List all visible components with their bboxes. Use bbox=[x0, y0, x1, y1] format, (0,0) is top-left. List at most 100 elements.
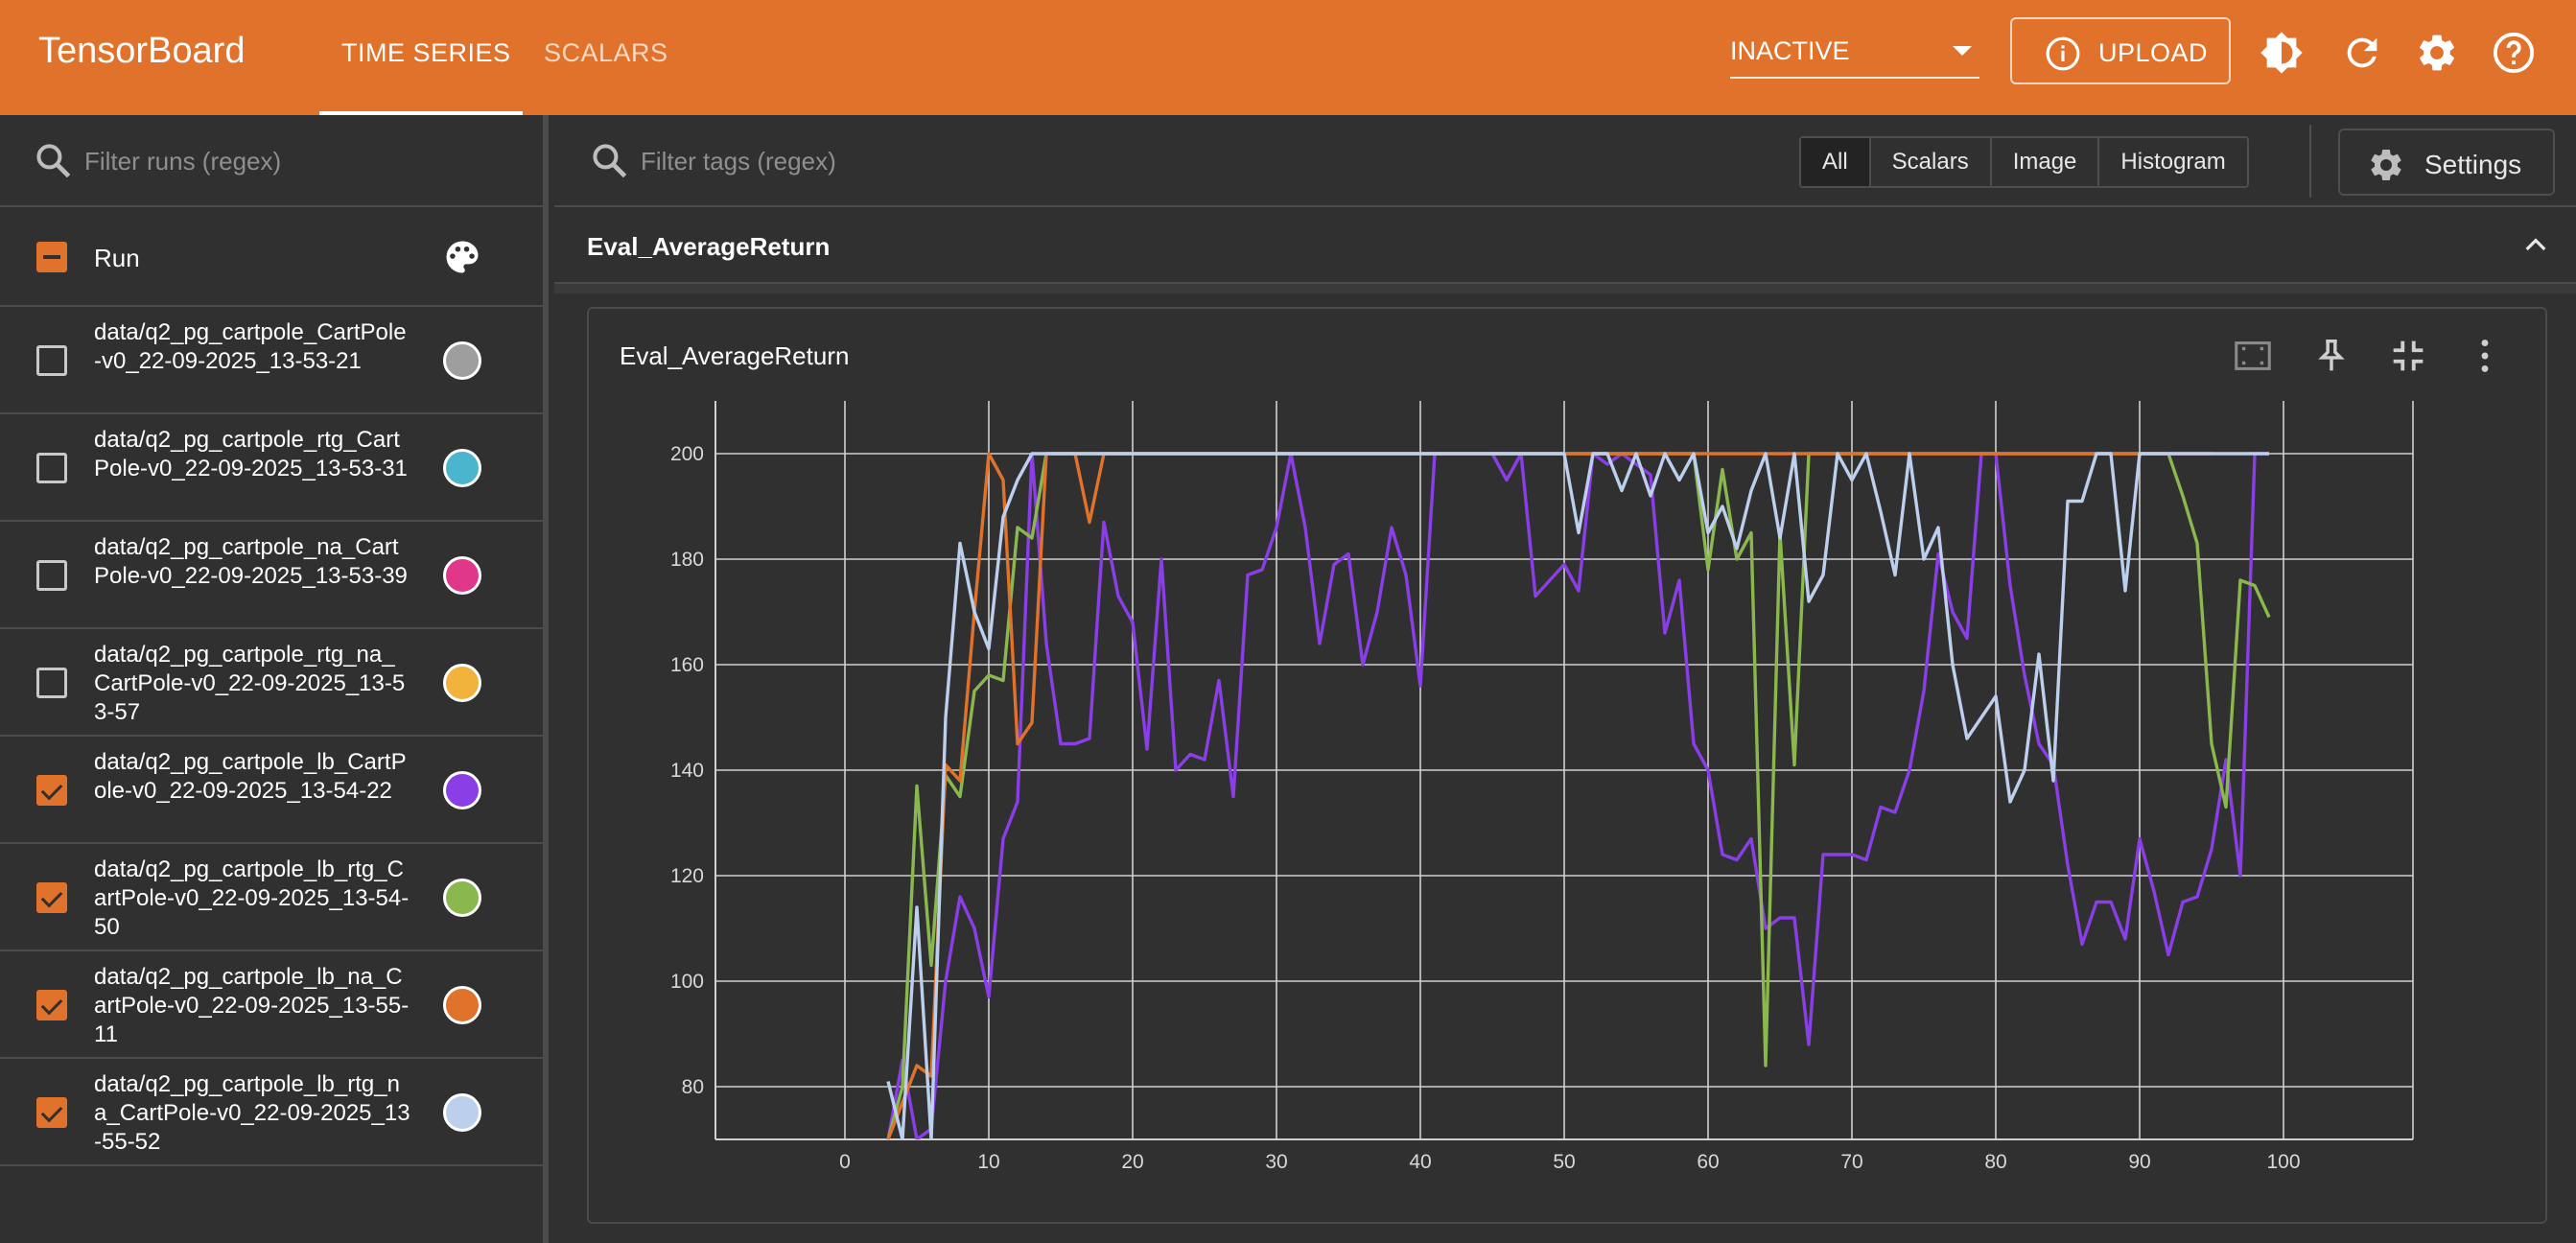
scalar-card: Eval_AverageReturn 0 10 20 30 40 50 60 70 80 90 10… bbox=[587, 307, 2547, 1224]
runs-filter bbox=[0, 115, 543, 207]
series-line-4 bbox=[886, 452, 2269, 1139]
plugin-type-filter: All Scalars Image Histogram bbox=[1799, 136, 2249, 188]
gear-icon bbox=[2371, 149, 2401, 180]
chevron-down-icon bbox=[1953, 46, 1972, 56]
runs-filter-input[interactable] bbox=[84, 138, 506, 184]
card-title: Eval_AverageReturn bbox=[620, 341, 850, 370]
active-tab-indicator bbox=[319, 111, 523, 115]
run-name: data/q2_pg_cartpole_rtg_na_CartPole-v0_2… bbox=[94, 642, 406, 725]
run-color-swatch[interactable] bbox=[443, 664, 481, 702]
run-color-swatch[interactable] bbox=[443, 879, 481, 917]
run-row[interactable]: data/q2_pg_cartpole_CartPole-v0_22-09-20… bbox=[0, 307, 543, 414]
upload-button[interactable]: UPLOAD bbox=[2010, 17, 2231, 84]
more-vert-icon[interactable] bbox=[2463, 334, 2507, 378]
fit-domain-icon[interactable] bbox=[2231, 334, 2275, 378]
app-title[interactable]: TensorBoard bbox=[38, 31, 246, 71]
settings-button[interactable]: Settings bbox=[2338, 129, 2555, 196]
run-name: data/q2_pg_cartpole_CartPole-v0_22-09-20… bbox=[94, 319, 407, 374]
x-tick-label: 80 bbox=[1984, 1151, 2006, 1173]
filter-all[interactable]: All bbox=[1801, 138, 1871, 186]
help-icon[interactable] bbox=[2492, 31, 2536, 75]
run-row[interactable]: data/q2_pg_cartpole_lb_CartPole-v0_22-09… bbox=[0, 737, 543, 844]
run-name: data/q2_pg_cartpole_lb_rtg_na_CartPole-v… bbox=[94, 1071, 410, 1155]
x-tick-label: 100 bbox=[2266, 1151, 2300, 1173]
top-app-bar: TensorBoard TIME SERIES SCALARS INACTIVE… bbox=[0, 0, 2576, 115]
run-row[interactable]: data/q2_pg_cartpole_lb_rtg_CartPole-v0_2… bbox=[0, 844, 543, 951]
y-tick-label: 140 bbox=[670, 760, 704, 782]
runs-list: data/q2_pg_cartpole_CartPole-v0_22-09-20… bbox=[0, 307, 543, 1166]
tags-toolbar: All Scalars Image Histogram Settings bbox=[554, 115, 2576, 207]
run-name: data/q2_pg_cartpole_lb_CartPole-v0_22-09… bbox=[94, 749, 407, 804]
palette-icon[interactable] bbox=[441, 236, 483, 278]
run-name: data/q2_pg_cartpole_lb_rtg_CartPole-v0_2… bbox=[94, 856, 410, 940]
run-checkbox[interactable] bbox=[36, 345, 67, 376]
tab-scalars[interactable]: SCALARS bbox=[544, 38, 668, 67]
run-row[interactable]: data/q2_pg_cartpole_rtg_CartPole-v0_22-0… bbox=[0, 414, 543, 522]
x-tick-label: 10 bbox=[977, 1151, 999, 1173]
run-color-swatch[interactable] bbox=[443, 449, 481, 487]
y-tick-label: 100 bbox=[670, 971, 704, 993]
series-line-2 bbox=[886, 452, 2271, 1139]
y-tick-label: 180 bbox=[670, 549, 704, 571]
main-panel: All Scalars Image Histogram Settings Eva… bbox=[554, 115, 2576, 1243]
run-row[interactable]: data/q2_pg_cartpole_lb_rtg_na_CartPole-v… bbox=[0, 1059, 543, 1166]
toolbar-divider bbox=[2309, 125, 2311, 198]
pin-icon[interactable] bbox=[2309, 334, 2354, 378]
run-checkbox[interactable] bbox=[36, 882, 67, 913]
plugin-select-value: INACTIVE bbox=[1730, 36, 1850, 65]
y-tick-label: 80 bbox=[682, 1076, 704, 1098]
x-tick-label: 40 bbox=[1409, 1151, 1431, 1173]
run-color-swatch[interactable] bbox=[443, 1093, 481, 1132]
series-line-1 bbox=[886, 452, 2269, 1139]
filter-histogram[interactable]: Histogram bbox=[2120, 149, 2226, 175]
select-all-checkbox[interactable] bbox=[36, 242, 67, 272]
gear-icon[interactable] bbox=[2415, 31, 2459, 75]
tag-group-header[interactable]: Eval_AverageReturn bbox=[554, 207, 2576, 284]
filter-image[interactable]: Image bbox=[1992, 138, 2100, 186]
run-checkbox[interactable] bbox=[36, 560, 67, 591]
upload-label: UPLOAD bbox=[2098, 38, 2209, 67]
collapse-icon[interactable] bbox=[2386, 334, 2430, 378]
chevron-up-icon[interactable] bbox=[2520, 230, 2551, 261]
y-tick-label: 160 bbox=[670, 654, 704, 676]
theme-toggle-icon[interactable] bbox=[2260, 31, 2304, 75]
info-icon bbox=[2046, 36, 2080, 71]
x-tick-label: 20 bbox=[1121, 1151, 1143, 1173]
search-icon bbox=[36, 144, 71, 178]
reload-icon[interactable] bbox=[2340, 31, 2384, 75]
x-tick-label: 60 bbox=[1697, 1151, 1719, 1173]
x-tick-label: 70 bbox=[1840, 1151, 1862, 1173]
run-row[interactable]: data/q2_pg_cartpole_rtg_na_CartPole-v0_2… bbox=[0, 629, 543, 737]
run-checkbox[interactable] bbox=[36, 775, 67, 806]
runs-table-header: Run bbox=[0, 207, 543, 307]
x-tick-label: 50 bbox=[1553, 1151, 1575, 1173]
run-checkbox[interactable] bbox=[36, 668, 67, 698]
filter-scalars[interactable]: Scalars bbox=[1871, 138, 1992, 186]
group-title: Eval_AverageReturn bbox=[587, 232, 831, 261]
run-color-swatch[interactable] bbox=[443, 556, 481, 595]
y-tick-label: 120 bbox=[670, 865, 704, 887]
run-checkbox[interactable] bbox=[36, 1097, 67, 1128]
x-tick-label: 30 bbox=[1265, 1151, 1287, 1173]
run-row[interactable]: data/q2_pg_cartpole_lb_na_CartPole-v0_22… bbox=[0, 951, 543, 1059]
run-checkbox[interactable] bbox=[36, 453, 67, 483]
run-color-swatch[interactable] bbox=[443, 986, 481, 1024]
plugin-select[interactable]: INACTIVE bbox=[1730, 17, 1979, 79]
run-column-label: Run bbox=[94, 244, 140, 272]
tags-filter-input[interactable] bbox=[641, 138, 1216, 184]
group-divider bbox=[554, 284, 2576, 293]
run-color-swatch[interactable] bbox=[443, 341, 481, 380]
run-row[interactable]: data/q2_pg_cartpole_na_CartPole-v0_22-09… bbox=[0, 522, 543, 629]
settings-label: Settings bbox=[2424, 150, 2522, 179]
tab-time-series[interactable]: TIME SERIES bbox=[341, 38, 511, 67]
runs-sidebar: Run data/q2_pg_cartpole_CartPole-v0_22-0… bbox=[0, 115, 549, 1243]
line-chart[interactable]: 0 10 20 30 40 50 60 70 80 90 100 80 100 120 140 160 180 2… bbox=[589, 309, 2545, 1222]
search-icon bbox=[593, 144, 627, 178]
run-name: data/q2_pg_cartpole_rtg_CartPole-v0_22-0… bbox=[94, 427, 408, 481]
y-tick-label: 200 bbox=[670, 443, 704, 465]
x-tick-label: 0 bbox=[839, 1151, 851, 1173]
run-name: data/q2_pg_cartpole_na_CartPole-v0_22-09… bbox=[94, 534, 408, 589]
run-color-swatch[interactable] bbox=[443, 771, 481, 809]
run-name: data/q2_pg_cartpole_lb_na_CartPole-v0_22… bbox=[94, 964, 410, 1047]
run-checkbox[interactable] bbox=[36, 990, 67, 1020]
